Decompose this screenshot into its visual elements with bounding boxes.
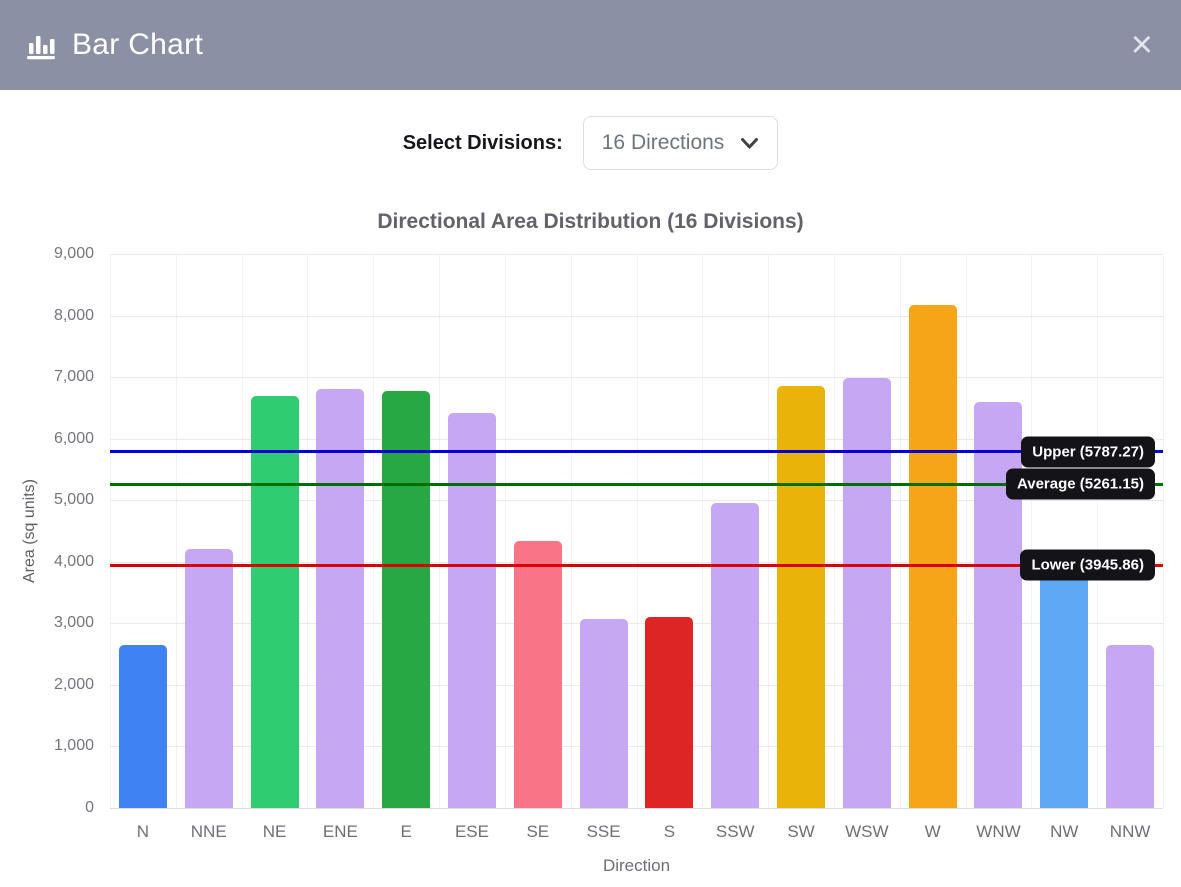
x-tick-label: S — [663, 822, 676, 841]
reference-line-upper — [110, 450, 1163, 454]
gridline — [110, 377, 1163, 379]
y-tick-label: 9,000 — [53, 245, 94, 262]
gridline — [110, 684, 1163, 686]
x-tick-label: WNW — [976, 822, 1021, 841]
window-titlebar: Bar Chart × — [0, 0, 1181, 90]
bar-se[interactable] — [513, 541, 562, 808]
bar-w[interactable] — [908, 305, 957, 808]
close-button[interactable]: × — [1127, 26, 1157, 64]
select-divisions-label: Select Divisions: — [402, 131, 563, 154]
controls-row: Select Divisions: 16 Directions — [0, 115, 1181, 171]
bar-sw[interactable] — [777, 385, 826, 808]
x-tick-label: ENE — [322, 822, 358, 841]
gridline — [504, 254, 506, 808]
window-title: Bar Chart — [72, 28, 204, 61]
y-tick-label: 6,000 — [53, 429, 94, 447]
gridline — [899, 254, 901, 808]
x-tick-label: NNE — [190, 822, 227, 841]
gridline — [833, 254, 835, 808]
y-tick-label: 4,000 — [53, 552, 94, 570]
gridline — [570, 254, 572, 808]
bar-ene[interactable] — [316, 389, 365, 808]
bar-ssw[interactable] — [711, 503, 760, 808]
bar-ne[interactable] — [250, 395, 299, 808]
y-axis-title: Area (sq units) — [21, 478, 38, 584]
chevron-down-icon — [740, 137, 759, 150]
reference-label-lower: Lower (3945.86) — [1020, 549, 1155, 581]
x-axis-title: Direction — [602, 856, 671, 875]
gridline — [175, 254, 177, 808]
x-tick-label: ESE — [454, 822, 489, 841]
y-tick-label: 1,000 — [53, 737, 94, 755]
bar-sse[interactable] — [579, 619, 628, 808]
x-tick-label: E — [400, 822, 412, 841]
divisions-select[interactable]: 16 Directions — [582, 116, 779, 170]
x-tick-label: SE — [526, 822, 550, 841]
gridline — [1097, 254, 1099, 808]
gridline — [110, 623, 1163, 625]
plot-area: 0 1,000 2,000 3,000 4,000 5,000 6,000 7,000 8,00… — [54, 245, 1164, 841]
gridline — [1031, 254, 1033, 808]
bar-e[interactable] — [382, 390, 431, 808]
gridline — [965, 254, 967, 808]
y-tick-label: 0 — [85, 799, 94, 816]
gridline — [110, 746, 1163, 748]
bar-nw[interactable] — [1040, 569, 1089, 808]
gridline — [110, 438, 1163, 440]
gridline — [110, 561, 1163, 563]
bar-wnw[interactable] — [974, 402, 1023, 808]
bar-s[interactable] — [645, 617, 694, 808]
reference-label-average: Average (5261.15) — [1005, 468, 1155, 500]
y-tick-label: 2,000 — [53, 675, 94, 693]
reference-line-lower — [110, 563, 1163, 567]
reference-line-average — [110, 482, 1163, 486]
gridline — [110, 254, 111, 808]
x-tick-label: SSW — [715, 822, 755, 841]
x-tick-label: NW — [1050, 822, 1079, 841]
x-tick-label: W — [924, 822, 941, 841]
gridline — [110, 808, 1163, 809]
gridline — [702, 254, 704, 808]
gridline — [1163, 254, 1164, 808]
bar-nne[interactable] — [184, 549, 233, 808]
x-tick-label: NE — [262, 822, 287, 841]
gridline — [110, 254, 1163, 255]
y-tick-label: 7,000 — [53, 368, 94, 386]
gridline — [241, 254, 243, 808]
gridline — [373, 254, 375, 808]
x-tick-label: N — [136, 822, 150, 841]
gridline — [110, 315, 1163, 317]
gridline — [439, 254, 441, 808]
chart-title: Directional Area Distribution (16 Divisi… — [377, 210, 804, 233]
y-tick-label: 5,000 — [53, 491, 94, 509]
gridline — [636, 254, 638, 808]
x-tick-label: SSE — [586, 822, 621, 841]
gridline — [110, 500, 1163, 502]
bar-chart-icon — [24, 30, 58, 60]
bar-ese[interactable] — [447, 412, 496, 808]
reference-label-upper: Upper (5787.27) — [1021, 436, 1155, 468]
x-tick-label: WSW — [845, 822, 889, 841]
gridline — [307, 254, 309, 808]
gridline — [768, 254, 770, 808]
y-tick-label: 3,000 — [53, 614, 94, 632]
bar-wsw[interactable] — [842, 378, 891, 808]
bar-nnw[interactable] — [1106, 644, 1155, 808]
divisions-select-value: 16 Directions — [601, 131, 725, 154]
y-tick-label: 8,000 — [53, 306, 94, 324]
x-tick-label: SW — [787, 822, 815, 841]
x-tick-label: NNW — [1109, 822, 1151, 841]
bar-n[interactable] — [118, 644, 167, 808]
